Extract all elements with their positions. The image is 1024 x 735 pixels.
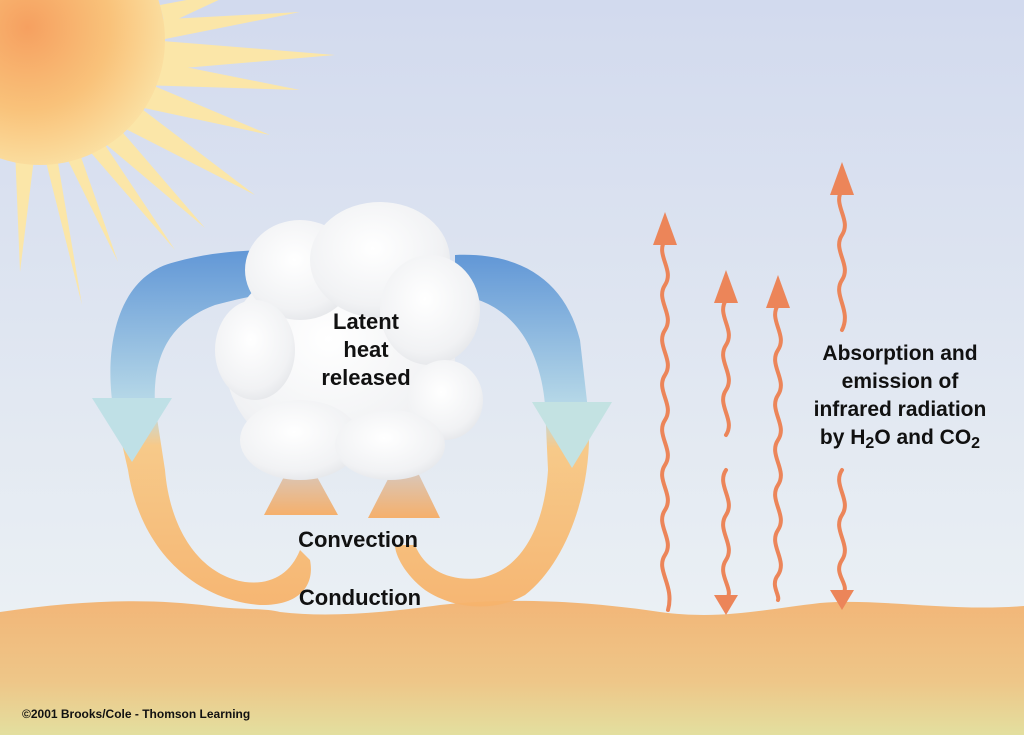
infrared-wave-icon [721,298,731,437]
infrared-wave-icon [721,468,731,602]
absorption-line-4: by H2O and CO2 [790,424,1010,454]
infrared-wave-icon [660,238,672,612]
infrared-wave-icon [772,303,783,602]
absorption-line-4-prefix: by H [819,426,866,449]
infrared-wave-icon [837,188,847,332]
right-down-arrow [532,402,612,468]
latent-line-3: released [321,365,411,390]
latent-heat-label: Latent heat released [296,308,436,392]
absorption-line-4-mid: O and CO [874,426,972,449]
left-convection-loop [110,250,311,606]
infrared-arrowheads [653,162,854,615]
h2o-subscript: 2 [865,435,875,452]
right-up-arrow [368,446,440,518]
sun-icon [0,0,335,305]
conduction-label: Conduction [298,585,422,610]
latent-line-1: Latent [333,309,399,334]
absorption-line-1: Absorption and [822,342,978,365]
convection-label: Convection [298,527,418,552]
left-down-arrow [92,398,172,462]
left-up-arrow [264,446,338,515]
infrared-wave-icon [837,468,847,597]
co2-subscript: 2 [971,435,981,452]
right-convection-loop [395,254,590,607]
absorption-label: Absorption and emission of infrared radi… [790,340,1010,454]
copyright-notice: ©2001 Brooks/Cole - Thomson Learning [22,707,251,721]
infrared-radiation-arrows [660,188,847,612]
ground [0,600,1024,735]
absorption-line-3: infrared radiation [813,398,987,421]
latent-line-2: heat [343,337,389,362]
absorption-line-2: emission of [841,370,959,393]
cloud-icon [215,202,483,480]
